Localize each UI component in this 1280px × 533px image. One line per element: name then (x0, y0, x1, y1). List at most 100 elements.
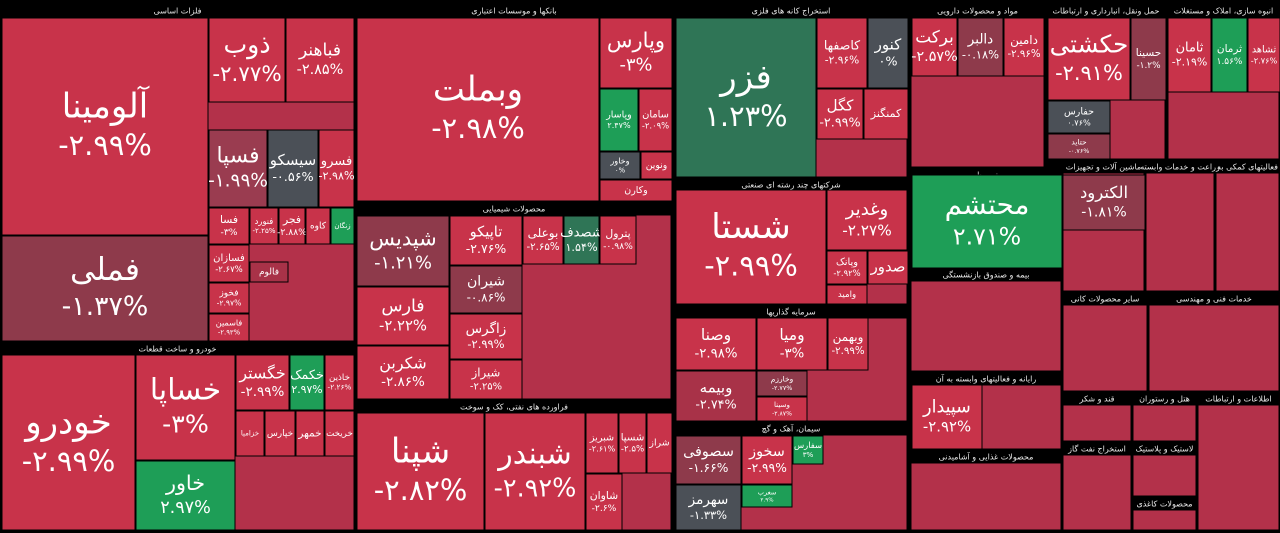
tile-change: -۳% (780, 346, 805, 361)
tile (318, 129, 355, 208)
tile-change: -۱.۹۹% (208, 171, 268, 192)
tile-name: وغدیر (845, 199, 889, 220)
tile (356, 345, 450, 400)
sector: منسوجاتمحتشم۲.۷۱% (910, 171, 1063, 269)
sector: بیمه و صندوق بازنشستگی (910, 270, 1062, 372)
sector: سیمان، آهک و گچ سصوفی-۱.۶۶% سخوز-۲.۹۹% سفار… (674, 424, 908, 531)
tile (599, 88, 639, 152)
tile-name: خزامیا (241, 430, 259, 438)
tile-change: -۰.۷۶% (1069, 147, 1090, 155)
tile-change: -۲.۲۵% (470, 382, 502, 393)
tile (826, 250, 868, 285)
tile-name: سغرب (758, 488, 777, 496)
tile (1062, 174, 1146, 231)
tile (911, 384, 983, 450)
tile (356, 286, 450, 346)
tile (235, 410, 265, 457)
sector-body (1132, 454, 1197, 497)
sector-body (1148, 304, 1280, 392)
tile-change: -۰.۱۸% (962, 48, 999, 62)
tile-change: -۲.۹۸% (318, 169, 354, 182)
tile-name: شراز (648, 438, 669, 449)
sector-body (1132, 404, 1197, 442)
tile (135, 354, 236, 461)
sector: ماشین آلات و تجهیزات الکترود-۱.۸۱% (1062, 162, 1146, 292)
tile (599, 17, 673, 89)
tile-name: وخارزم (771, 374, 794, 383)
tile-name: وپانک (836, 257, 858, 268)
sector-title: اطلاعات و ارتباطات (1205, 395, 1272, 404)
tile-name: سیسکو (269, 151, 317, 169)
tile-change: ۳% (803, 450, 814, 459)
sector: خدمات فنی و مهندسی (1148, 295, 1280, 392)
tile-name: ثرمان (1217, 43, 1242, 55)
tile-name: فالوم (259, 268, 279, 278)
tile-name: ذوب (223, 30, 270, 60)
tile-name: فنورد (255, 216, 274, 226)
tile-change: -۲.۸۶% (381, 374, 425, 390)
tile-name: حسینا (1136, 47, 1161, 59)
sector-title: فعالیتهای کمکی به (1217, 163, 1278, 172)
sector-title: بانکها و موسسات اعتباری (471, 7, 557, 16)
tile-change: -۱.۲۱% (374, 253, 432, 274)
tile-name: شاوان (590, 489, 618, 502)
sector-title: محصولات غذایی و آشامیدنی (939, 452, 1034, 462)
tile-change: -۰.۵۶% (272, 170, 313, 185)
tile-change: ۲.۴۷% (607, 121, 631, 130)
tile-name: آلومینا (62, 85, 150, 126)
sector: فلزات اساسیآلومینا-۲.۹۹%فملی-۱.۳۷%ذوب-۲.… (0, 7, 355, 342)
sector-title: محصولات شیمیایی (483, 205, 546, 214)
sector-body (1062, 404, 1132, 442)
tile (675, 435, 742, 485)
sector-title: بیمه و صندوق بازنشستگی (942, 270, 1029, 280)
tile-change: -۲.۹۲% (923, 418, 971, 436)
tile-name: وپاسار (605, 109, 632, 120)
sector-body (1215, 172, 1280, 292)
tile (449, 215, 523, 266)
tile-change: -۲.۸۵% (297, 62, 344, 78)
sector: سرمایه گذاریها وصنا-۲.۹۸% ومیا-۳% وبهمن-۲.۹… (674, 307, 908, 422)
tile-change: -۲.۶۷% (215, 265, 243, 275)
tile (675, 189, 827, 305)
tile-change: -۲.۹۹% (58, 128, 152, 162)
tile-name: شکربن (379, 353, 426, 373)
sector-title: سرمایه گذاریها (766, 307, 816, 317)
tile (563, 215, 600, 265)
tile (911, 174, 1063, 269)
tile-name: وصنا (701, 326, 731, 345)
tile-name: خکمک (290, 368, 324, 383)
tile (522, 215, 564, 265)
tile-name: فملی (70, 252, 140, 288)
sector-title: حمل ونقل، انبارداری و ارتباطات (1052, 7, 1159, 16)
sector: خودرو و ساخت قطعاتخودرو-۲.۹۹%خساپا-۳%خاو… (0, 345, 355, 531)
sector-body (910, 462, 1062, 531)
sector-title: زراعت و خدمات وابسته (1140, 163, 1220, 172)
tile-change: -۲.۹۳% (218, 328, 241, 336)
tile (135, 460, 236, 531)
tile-name: وبیمه (700, 378, 733, 396)
tile (449, 265, 523, 314)
tile (640, 151, 673, 180)
tile-name: دالبر (967, 32, 993, 48)
tile (957, 17, 1004, 77)
tile (756, 370, 808, 397)
tile (449, 313, 523, 360)
tile-name: کاصفها (824, 38, 860, 54)
tile (585, 473, 623, 531)
sector-body (1145, 172, 1215, 292)
tile-change: -۲.۵% (621, 445, 644, 455)
tile (1130, 17, 1167, 101)
tile (1211, 17, 1248, 93)
tile (911, 17, 958, 77)
tile-name: برکت (915, 27, 954, 47)
tile-change: -۲.۷۷% (212, 62, 281, 87)
tile (675, 317, 757, 371)
tile-name: تاپیکو (469, 223, 503, 240)
tile (484, 412, 586, 531)
tile (324, 354, 355, 411)
tile (324, 410, 355, 457)
tile (208, 129, 268, 208)
tile-name: شستا (711, 207, 790, 247)
tile-name: خریخت (326, 429, 353, 439)
